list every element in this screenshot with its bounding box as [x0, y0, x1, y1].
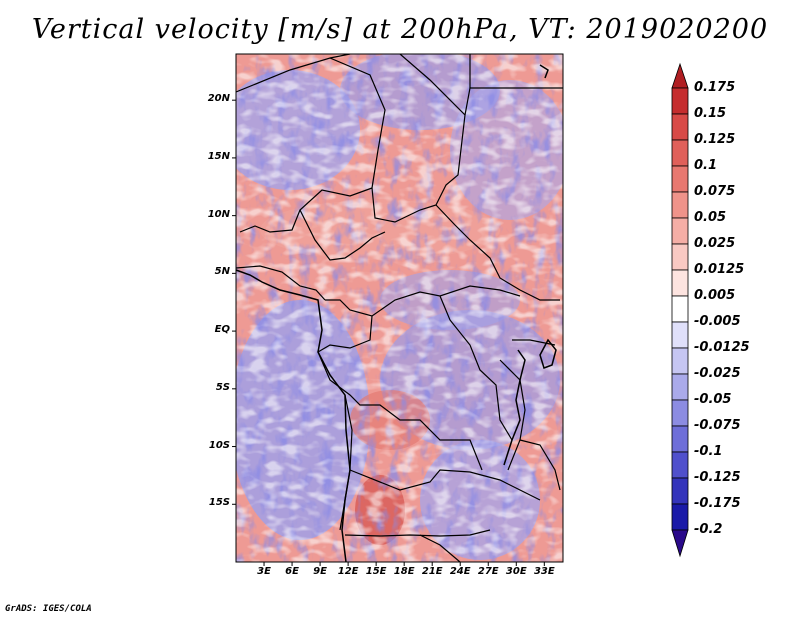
colorbar-swatch	[671, 62, 689, 89]
colorbar-label: 0.15	[694, 106, 727, 121]
lat-label: EQ	[214, 324, 230, 336]
colorbar-label: -0.2	[694, 522, 723, 537]
lat-label: 15S	[208, 497, 230, 509]
lat-label: 15N	[207, 150, 230, 162]
colorbar-label: -0.175	[694, 496, 741, 511]
colorbar-label: 0.005	[694, 288, 736, 303]
colorbar-swatch	[671, 295, 689, 323]
colorbar-label: 0.0125	[694, 262, 745, 277]
colorbar-swatch	[671, 503, 689, 531]
colorbar-label: -0.05	[694, 392, 732, 407]
colorbar-label: 0.025	[694, 236, 736, 251]
lat-label: 20N	[207, 93, 230, 105]
colorbar-label: -0.025	[694, 366, 741, 381]
lat-label: 10N	[207, 208, 230, 220]
colorbar-label: 0.125	[694, 132, 736, 147]
lat-label: 5S	[215, 381, 230, 393]
colorbar-label: -0.0125	[694, 340, 750, 355]
lon-label: 30E	[505, 566, 527, 577]
lon-label: 15E	[365, 566, 387, 577]
lon-label: 12E	[337, 566, 359, 577]
colorbar-label: 0.075	[694, 184, 736, 199]
lon-label: 6E	[285, 566, 299, 577]
colorbar-swatch	[671, 139, 689, 167]
colorbar-swatch	[671, 165, 689, 193]
chart-title: Vertical velocity [m/s] at 200hPa, VT: 2…	[31, 14, 769, 45]
colorbar-label: -0.005	[694, 314, 741, 329]
colorbar-swatch	[671, 321, 689, 349]
colorbar-swatch	[671, 399, 689, 427]
colorbar-label: -0.1	[694, 444, 723, 459]
map-frame	[235, 53, 564, 563]
lon-label: 21E	[421, 566, 443, 577]
colorbar-swatch	[671, 347, 689, 375]
colorbar-label: 0.1	[694, 158, 718, 173]
colorbar-swatch	[671, 87, 689, 115]
lat-label: 5N	[214, 266, 230, 278]
colorbar-swatch	[671, 113, 689, 141]
colorbar-swatch	[671, 217, 689, 245]
lon-label: 18E	[393, 566, 415, 577]
country-borders	[236, 54, 563, 562]
colorbar-swatch	[671, 477, 689, 505]
colorbar-swatch	[671, 425, 689, 453]
lat-label: 10S	[208, 439, 230, 451]
colorbar-swatch	[671, 451, 689, 479]
colorbar-label: -0.125	[694, 470, 741, 485]
colorbar-swatch	[671, 243, 689, 271]
velocity-field	[236, 54, 563, 562]
grads-credit: GrADS: IGES/COLA	[5, 604, 92, 614]
lon-label: 33E	[533, 566, 555, 577]
coastline	[235, 64, 557, 563]
lon-label: 9E	[313, 566, 327, 577]
lon-label: 27E	[477, 566, 499, 577]
colorbar	[671, 62, 689, 558]
colorbar-swatch	[671, 191, 689, 219]
colorbar-swatch	[671, 373, 689, 401]
lon-label: 24E	[449, 566, 471, 577]
lon-label: 3E	[257, 566, 271, 577]
colorbar-label: 0.05	[694, 210, 727, 225]
colorbar-label: -0.075	[694, 418, 741, 433]
colorbar-label: 0.175	[694, 80, 736, 95]
colorbar-swatch	[671, 529, 689, 558]
colorbar-swatch	[671, 269, 689, 297]
